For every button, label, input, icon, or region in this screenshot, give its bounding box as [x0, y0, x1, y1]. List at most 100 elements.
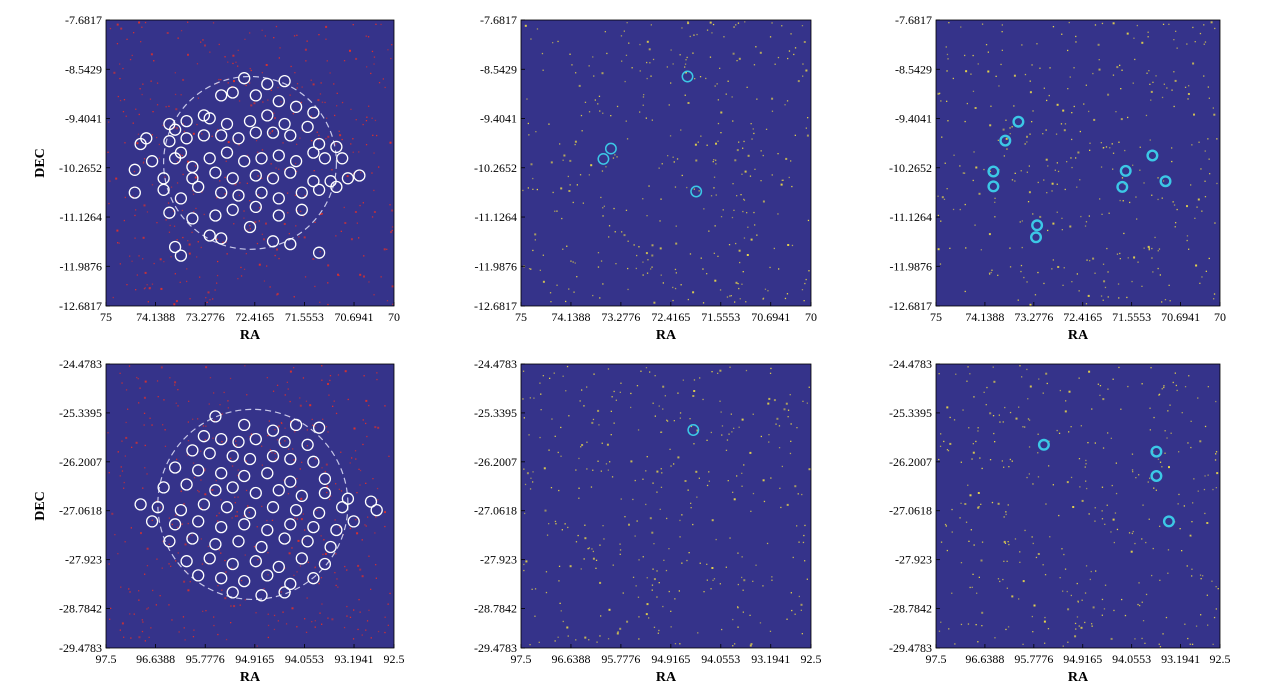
- noise-speck: [186, 280, 188, 283]
- noise-speck: [665, 569, 668, 572]
- noise-speck: [194, 165, 197, 167]
- noise-speck: [1204, 196, 1207, 198]
- noise-speck: [129, 255, 131, 257]
- noise-speck: [946, 70, 948, 72]
- noise-speck: [1216, 138, 1218, 140]
- noise-speck: [699, 76, 702, 78]
- noise-speck: [625, 120, 627, 122]
- y-tick-label: -28.7842: [889, 602, 932, 616]
- noise-speck: [1167, 572, 1169, 574]
- noise-speck: [326, 60, 328, 62]
- noise-speck: [587, 548, 589, 550]
- noise-speck: [652, 568, 654, 570]
- noise-speck: [365, 422, 367, 425]
- noise-speck: [1102, 299, 1104, 301]
- noise-speck: [599, 635, 601, 637]
- noise-speck: [713, 578, 716, 580]
- noise-speck: [666, 420, 669, 422]
- x-tick-label: 74.1388: [551, 310, 590, 324]
- noise-speck: [217, 260, 219, 263]
- noise-speck: [947, 450, 950, 452]
- noise-speck: [188, 252, 191, 255]
- noise-speck: [261, 505, 263, 508]
- noise-speck: [794, 134, 796, 136]
- noise-speck: [123, 481, 125, 484]
- noise-speck: [1191, 144, 1193, 146]
- noise-speck: [1077, 600, 1079, 602]
- data-point: [186, 172, 199, 185]
- noise-speck: [786, 293, 789, 295]
- noise-speck: [1204, 475, 1206, 477]
- noise-speck: [598, 95, 601, 97]
- noise-speck: [739, 261, 741, 264]
- noise-speck: [1103, 608, 1106, 610]
- noise-speck: [1043, 282, 1045, 285]
- noise-speck: [690, 507, 692, 509]
- noise-speck: [376, 134, 378, 137]
- noise-speck: [692, 395, 695, 397]
- noise-speck: [946, 449, 949, 451]
- noise-speck: [1159, 274, 1161, 276]
- noise-speck: [561, 529, 563, 531]
- noise-speck: [179, 158, 181, 160]
- noise-speck: [1003, 540, 1006, 543]
- noise-speck: [670, 626, 672, 628]
- data-point: [145, 515, 159, 528]
- noise-speck: [762, 297, 765, 299]
- noise-speck: [334, 519, 336, 521]
- noise-speck: [1009, 247, 1011, 249]
- noise-speck: [733, 427, 735, 429]
- noise-speck: [122, 67, 124, 70]
- noise-speck: [257, 558, 259, 561]
- noise-speck: [524, 483, 527, 486]
- noise-speck: [788, 50, 791, 52]
- noise-speck: [675, 225, 677, 227]
- noise-speck: [787, 416, 789, 418]
- noise-speck: [1131, 280, 1133, 283]
- noise-speck: [392, 303, 394, 305]
- noise-speck: [1092, 257, 1095, 260]
- noise-speck: [255, 140, 258, 142]
- noise-speck: [235, 440, 237, 442]
- noise-speck: [791, 185, 793, 188]
- noise-speck: [558, 489, 560, 492]
- noise-speck: [638, 616, 640, 618]
- noise-speck: [343, 60, 346, 62]
- noise-speck: [1118, 366, 1120, 369]
- noise-speck: [1066, 161, 1068, 163]
- noise-speck: [630, 406, 632, 409]
- noise-speck: [119, 629, 121, 631]
- noise-speck: [373, 189, 375, 192]
- noise-speck: [124, 196, 126, 199]
- noise-speck: [614, 231, 616, 233]
- noise-speck: [275, 458, 277, 460]
- noise-speck: [692, 52, 694, 54]
- noise-speck: [337, 273, 339, 276]
- background-noise: [107, 21, 394, 306]
- noise-speck: [679, 643, 681, 645]
- noise-speck: [781, 179, 783, 181]
- noise-speck: [284, 168, 286, 170]
- noise-speck: [1131, 532, 1133, 535]
- noise-speck: [1062, 284, 1064, 286]
- noise-speck: [994, 441, 996, 443]
- noise-speck: [1071, 281, 1073, 283]
- noise-speck: [550, 161, 553, 164]
- noise-speck: [977, 506, 980, 509]
- noise-speck: [689, 418, 691, 420]
- noise-speck: [637, 429, 640, 431]
- noise-speck: [578, 457, 580, 460]
- noise-speck: [163, 261, 165, 263]
- noise-speck: [574, 143, 576, 146]
- data-point: [1037, 438, 1050, 451]
- data-point: [370, 503, 383, 517]
- noise-speck: [176, 127, 178, 130]
- noise-speck: [1159, 525, 1161, 527]
- noise-speck: [678, 590, 680, 592]
- noise-speck: [1137, 261, 1139, 263]
- noise-speck: [289, 94, 291, 96]
- noise-speck: [113, 71, 116, 74]
- noise-speck: [216, 515, 218, 517]
- noise-speck: [951, 531, 953, 533]
- noise-speck: [658, 405, 660, 407]
